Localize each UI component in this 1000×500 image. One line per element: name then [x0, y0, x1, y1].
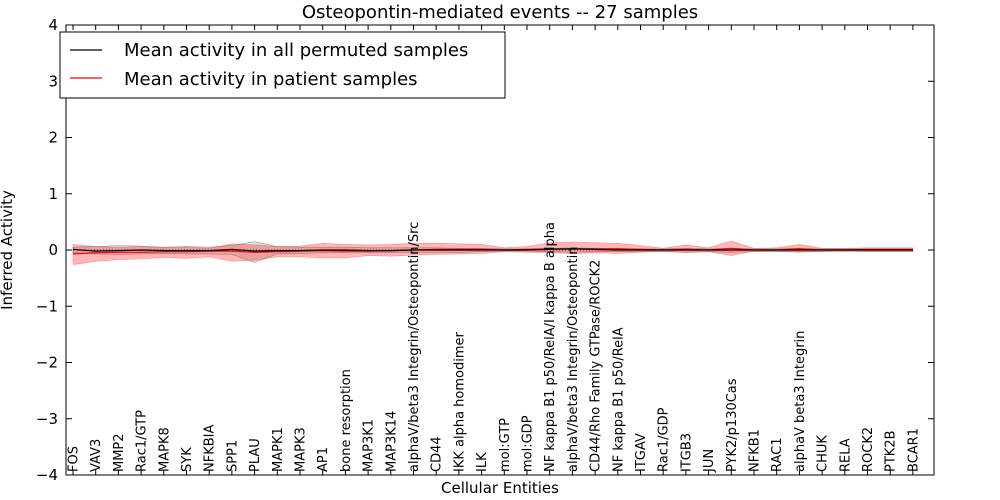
x-category-label: MAPK8 — [157, 427, 172, 472]
x-category-label: Rac1/GTP — [135, 410, 150, 472]
x-category-label: PYK2/p130Cas — [725, 378, 740, 472]
x-category-label: PLAU — [248, 438, 263, 472]
y-tick-label: −1 — [36, 297, 58, 315]
y-axis-ticks: −4 −3 −2 −1 0 1 2 3 4 — [36, 16, 934, 484]
legend: Mean activity in all permuted samples Me… — [59, 31, 506, 99]
x-category-label: MAP3K14 — [384, 411, 399, 472]
x-category-label: Rac1/GDP — [657, 407, 672, 472]
x-category-label: alphaV/beta3 Integrin/Osteopontin/Src — [407, 222, 422, 472]
x-category-label: JUN — [702, 449, 717, 473]
x-axis-label: Cellular Entities — [441, 479, 559, 497]
y-tick-label: −4 — [36, 466, 58, 484]
x-category-label: ITGB3 — [679, 433, 694, 472]
x-category-label: SPP1 — [225, 440, 240, 472]
x-category-label: NFKBIA — [203, 425, 218, 472]
x-axis-ticks — [72, 25, 914, 475]
legend-entry-patient: Mean activity in patient samples — [124, 69, 418, 90]
x-category-label: NF kappa B1 p50/RelA — [611, 327, 626, 472]
series-1-band — [72, 240, 914, 265]
x-category-label: AP1 — [316, 447, 331, 472]
x-category-label: PTK2B — [884, 431, 899, 473]
legend-box — [59, 31, 506, 99]
x-category-labels: FOS VAV3 MMP2 Rac1/GTP MAPK8 SYK NFKBIA SPP1 PLA… — [67, 222, 922, 473]
x-category-label: mol:GTP — [498, 418, 513, 472]
x-category-label: RAC1 — [770, 437, 785, 472]
legend-entry-permuted: Mean activity in all permuted samples — [124, 40, 468, 61]
y-tick-label: 2 — [48, 129, 58, 147]
x-category-label: ITGAV — [634, 433, 649, 472]
x-category-label: NFKB1 — [748, 429, 763, 472]
x-category-label: MAPK3 — [294, 427, 309, 472]
x-category-label: CD44/Rho Family GTPase/ROCK2 — [589, 260, 604, 472]
x-category-label: bone resorption — [339, 369, 354, 472]
x-category-label: ILK — [475, 452, 490, 472]
y-tick-label: 1 — [48, 185, 58, 203]
x-category-label: RELA — [838, 438, 853, 472]
x-category-label: VAV3 — [89, 439, 104, 472]
x-category-label: ROCK2 — [861, 427, 876, 472]
y-axis-label: Inferred Activity — [0, 190, 16, 310]
x-category-label: MAP3K1 — [362, 419, 377, 472]
x-category-label: alphaV beta3 Integrin — [793, 331, 808, 472]
y-tick-label: 3 — [48, 72, 58, 90]
x-category-label: NF kappa B1 p50/RelA/I kappa B alpha — [543, 222, 558, 472]
y-tick-label: −2 — [36, 354, 58, 372]
x-category-label: IKK alpha homodimer — [452, 331, 467, 472]
chart-title: Osteopontin-mediated events -- 27 sample… — [302, 2, 698, 23]
x-category-label: CD44 — [430, 436, 445, 472]
x-category-label: alphaV/beta3 Integrin/Osteopontin — [566, 247, 581, 472]
x-category-label: BCAR1 — [906, 428, 921, 472]
y-tick-label: 0 — [48, 241, 58, 259]
confidence-bands — [72, 240, 914, 265]
x-category-label: SYK — [180, 447, 195, 472]
x-category-label: MMP2 — [112, 433, 127, 472]
x-category-label: mol:GDP — [521, 415, 536, 472]
series-lines — [72, 247, 913, 255]
x-category-label: MAPK1 — [271, 427, 286, 472]
x-category-label: CHUK — [816, 435, 831, 472]
y-tick-label: 4 — [48, 16, 58, 34]
x-category-label: FOS — [67, 446, 82, 472]
series-0-band — [72, 241, 914, 263]
y-tick-label: −3 — [36, 410, 58, 428]
